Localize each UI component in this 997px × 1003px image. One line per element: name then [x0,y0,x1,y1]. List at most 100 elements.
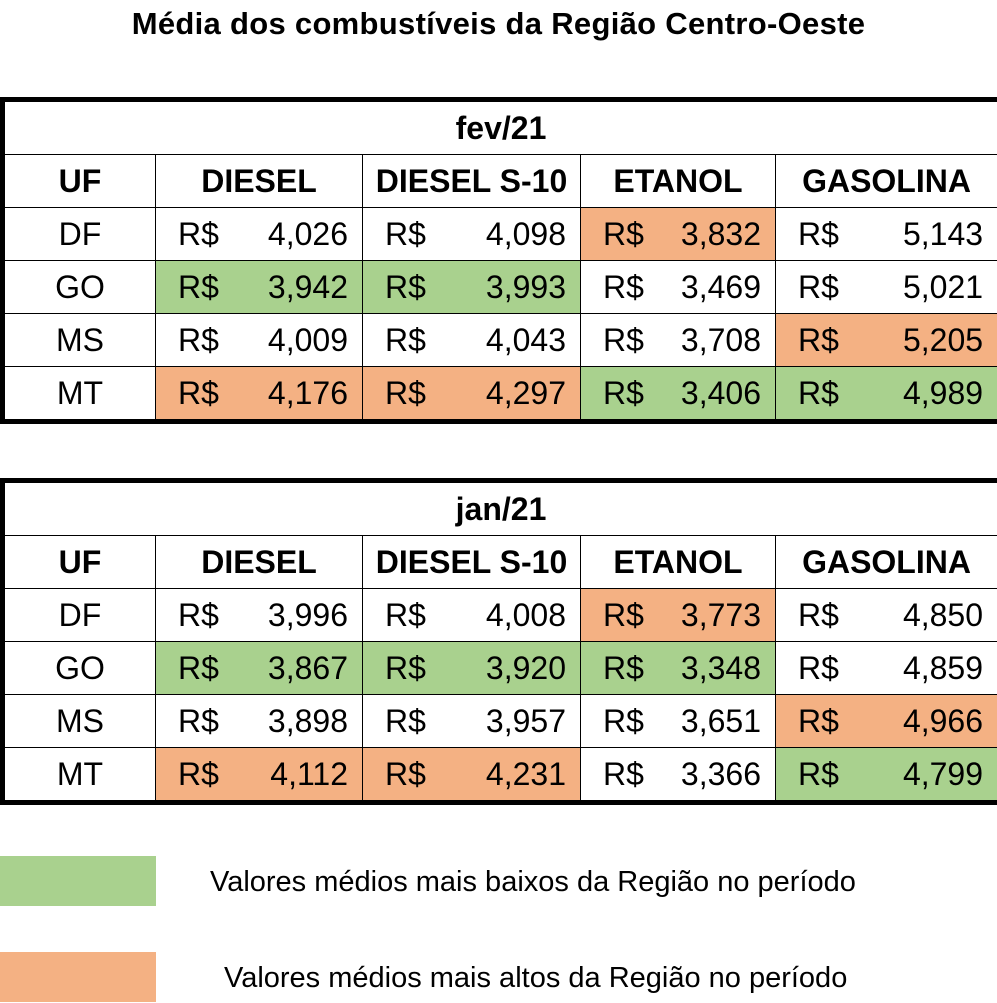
table-row: MS R$ 3,898 R$ 3,957 R$ 3,651 R$ 4,966 [2,694,997,748]
price-cell: R$ 4,176 [155,366,363,422]
currency-label: R$ [385,321,426,358]
currency-label: R$ [178,374,219,411]
header-diesel: DIESEL [155,154,363,208]
legend-label-low: Valores médios mais baixos da Região no … [210,866,856,898]
table-row: MT R$ 4,176 R$ 4,297 R$ 3,406 R$ 4,989 [2,366,997,422]
page-title: Média dos combustíveis da Região Centro-… [131,6,866,41]
header-diesel-s10: DIESEL S-10 [362,154,581,208]
price-value: 5,143 [902,215,984,252]
price-cell: R$ 3,942 [155,260,363,314]
currency-label: R$ [798,649,839,686]
price-cell: R$ 4,098 [362,207,581,261]
price-value: 3,920 [485,649,566,686]
price-cell: R$ 5,205 [774,313,997,367]
currency-label: R$ [385,596,426,633]
currency-label: R$ [385,702,426,739]
uf-cell: GO [2,260,156,314]
price-value: 5,021 [902,268,984,305]
currency-label: R$ [603,215,644,252]
currency-label: R$ [178,321,219,358]
uf-cell: MS [2,313,156,367]
price-value: 3,867 [267,649,348,686]
table-row: GO R$ 3,867 R$ 3,920 R$ 3,348 R$ 4,859 [2,641,997,695]
currency-label: R$ [603,649,644,686]
price-value: 3,366 [680,755,761,792]
header-diesel-s10: DIESEL S-10 [362,535,581,589]
table-row: MT R$ 4,112 R$ 4,231 R$ 3,366 R$ 4,799 [2,747,997,803]
currency-label: R$ [178,268,219,305]
currency-label: R$ [603,596,644,633]
price-cell: R$ 4,989 [774,366,997,422]
price-cell: R$ 3,993 [362,260,581,314]
period-label: fev/21 [1,99,997,155]
currency-label: R$ [603,702,644,739]
price-value: 3,996 [267,596,348,633]
price-value: 4,850 [902,596,984,633]
price-value: 3,348 [680,649,761,686]
currency-label: R$ [385,374,426,411]
price-value: 4,966 [902,702,984,739]
price-cell: R$ 4,009 [155,313,363,367]
price-value: 4,799 [902,755,984,792]
price-cell: R$ 3,957 [362,694,581,748]
currency-label: R$ [385,268,426,305]
currency-label: R$ [178,215,219,252]
legend-label-high: Valores médios mais altos da Região no p… [224,962,848,994]
price-cell: R$ 4,859 [774,641,997,695]
price-value: 4,176 [267,374,348,411]
price-cell: R$ 3,348 [580,641,776,695]
price-value: 3,773 [680,596,761,633]
price-value: 4,859 [902,649,984,686]
price-value: 3,651 [680,702,761,739]
price-cell: R$ 3,469 [580,260,776,314]
header-etanol: ETANOL [580,535,776,589]
currency-label: R$ [798,596,839,633]
uf-cell: MT [2,366,156,422]
currency-label: R$ [603,321,644,358]
currency-label: R$ [603,755,644,792]
price-value: 4,231 [485,755,566,792]
currency-label: R$ [798,321,839,358]
uf-cell: DF [2,207,156,261]
uf-cell: MT [2,747,156,803]
price-cell: R$ 3,366 [580,747,776,803]
price-cell: R$ 3,898 [155,694,363,748]
header-gasolina: GASOLINA [774,535,997,589]
currency-label: R$ [385,755,426,792]
uf-cell: GO [2,641,156,695]
currency-label: R$ [798,215,839,252]
price-cell: R$ 5,021 [774,260,997,314]
table-row: DF R$ 4,026 R$ 4,098 R$ 3,832 R$ 5,143 [2,207,997,261]
price-cell: R$ 3,406 [580,366,776,422]
currency-label: R$ [603,268,644,305]
price-cell: R$ 3,832 [580,207,776,261]
price-cell: R$ 4,966 [774,694,997,748]
price-cell: R$ 3,651 [580,694,776,748]
price-value: 4,098 [485,215,566,252]
currency-label: R$ [385,215,426,252]
price-value: 5,205 [902,321,984,358]
price-cell: R$ 3,996 [155,588,363,642]
price-value: 3,957 [485,702,566,739]
currency-label: R$ [798,374,839,411]
header-uf: UF [2,535,156,589]
currency-label: R$ [178,702,219,739]
price-cell: R$ 4,231 [362,747,581,803]
legend-swatch-high [0,952,156,1002]
price-table-jan21: jan/21 UF DIESEL DIESEL S-10 ETANOL GASO… [0,478,997,805]
price-value: 3,898 [267,702,348,739]
price-value: 4,008 [485,596,566,633]
price-cell: R$ 3,708 [580,313,776,367]
period-label: jan/21 [1,480,997,536]
price-value: 4,026 [267,215,348,252]
price-value: 3,708 [680,321,761,358]
price-value: 4,043 [485,321,566,358]
uf-cell: DF [2,588,156,642]
price-value: 3,832 [680,215,761,252]
price-value: 3,406 [680,374,761,411]
legend-swatch-low [0,856,156,906]
price-cell: R$ 5,143 [774,207,997,261]
price-cell: R$ 3,773 [580,588,776,642]
price-cell: R$ 4,297 [362,366,581,422]
currency-label: R$ [798,755,839,792]
